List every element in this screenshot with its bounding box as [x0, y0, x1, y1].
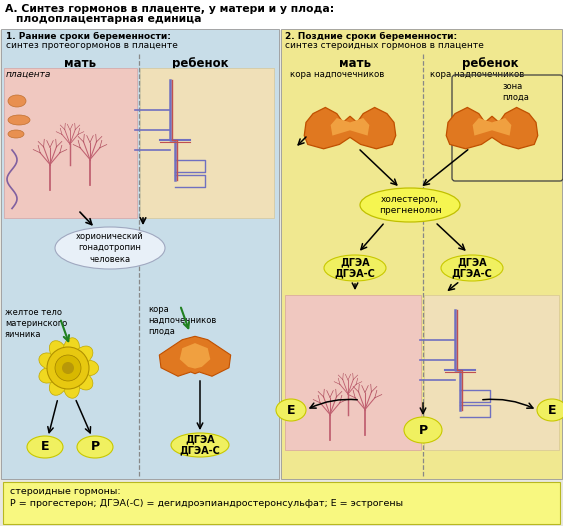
- FancyBboxPatch shape: [140, 68, 274, 218]
- Text: ДГЭА
ДГЭА-С: ДГЭА ДГЭА-С: [452, 257, 493, 279]
- FancyBboxPatch shape: [3, 482, 560, 524]
- Polygon shape: [446, 107, 538, 149]
- Text: хорионический
гонадотропин
человека: хорионический гонадотропин человека: [76, 232, 144, 264]
- Ellipse shape: [171, 433, 229, 457]
- Text: ДГЭА
ДГЭА-С: ДГЭА ДГЭА-С: [180, 434, 221, 456]
- Text: E: E: [548, 403, 556, 417]
- Ellipse shape: [276, 399, 306, 421]
- Ellipse shape: [73, 346, 93, 365]
- Polygon shape: [304, 107, 396, 149]
- Text: P: P: [418, 423, 427, 437]
- Ellipse shape: [360, 188, 460, 222]
- Text: 1. Ранние сроки беременности:: 1. Ранние сроки беременности:: [6, 32, 171, 41]
- Text: ребенок: ребенок: [172, 57, 228, 70]
- Ellipse shape: [27, 436, 63, 458]
- Text: мать: мать: [339, 57, 371, 70]
- Ellipse shape: [77, 360, 99, 376]
- FancyBboxPatch shape: [285, 295, 421, 450]
- Ellipse shape: [8, 95, 26, 107]
- Text: синтез протеогормонов в плаценте: синтез протеогормонов в плаценте: [6, 41, 178, 50]
- Ellipse shape: [324, 255, 386, 281]
- Ellipse shape: [63, 377, 79, 398]
- Text: плацента: плацента: [6, 70, 51, 79]
- Text: кора
надпочечников
плода: кора надпочечников плода: [148, 305, 216, 336]
- Text: холестерол,
прегненолон: холестерол, прегненолон: [379, 195, 441, 215]
- Ellipse shape: [55, 227, 165, 269]
- Text: кора надпочечников: кора надпочечников: [290, 70, 385, 79]
- Ellipse shape: [77, 436, 113, 458]
- Ellipse shape: [73, 371, 93, 390]
- FancyBboxPatch shape: [4, 68, 137, 218]
- Text: синтез стероидных гормонов в плаценте: синтез стероидных гормонов в плаценте: [285, 41, 484, 50]
- Ellipse shape: [8, 115, 30, 125]
- FancyBboxPatch shape: [1, 29, 279, 479]
- Polygon shape: [473, 118, 511, 136]
- Text: стероидные гормоны:
Р = прогестерон; ДГЭА(-С) = дегидроэпиандростеронсульфат; Е : стероидные гормоны: Р = прогестерон; ДГЭ…: [10, 487, 403, 509]
- Ellipse shape: [62, 362, 74, 374]
- FancyBboxPatch shape: [424, 295, 559, 450]
- Text: 2. Поздние сроки беременности:: 2. Поздние сроки беременности:: [285, 32, 457, 41]
- Text: ребенок: ребенок: [462, 57, 519, 70]
- Text: E: E: [41, 440, 49, 453]
- Text: E: E: [287, 403, 295, 417]
- Ellipse shape: [39, 366, 60, 383]
- Ellipse shape: [50, 375, 67, 396]
- Text: желтое тело
материнского
яичника: желтое тело материнского яичника: [5, 308, 67, 339]
- Text: А. Синтез гормонов в плаценте, у матери и у плода:: А. Синтез гормонов в плаценте, у матери …: [5, 4, 334, 14]
- Polygon shape: [330, 118, 369, 136]
- Ellipse shape: [441, 255, 503, 281]
- Ellipse shape: [55, 355, 81, 381]
- FancyBboxPatch shape: [0, 0, 563, 30]
- Text: ДГЭА
ДГЭА-С: ДГЭА ДГЭА-С: [334, 257, 376, 279]
- Text: кора надпочечников: кора надпочечников: [430, 70, 524, 79]
- Polygon shape: [159, 336, 231, 376]
- FancyBboxPatch shape: [281, 29, 562, 479]
- Ellipse shape: [63, 338, 79, 360]
- Ellipse shape: [47, 347, 89, 389]
- Text: мать: мать: [64, 57, 96, 70]
- Text: P: P: [91, 440, 100, 453]
- Text: плодоплацентарная единица: плодоплацентарная единица: [16, 14, 202, 24]
- Text: зона
плода: зона плода: [502, 82, 529, 102]
- Polygon shape: [180, 343, 211, 369]
- Ellipse shape: [537, 399, 563, 421]
- Ellipse shape: [8, 130, 24, 138]
- Ellipse shape: [404, 417, 442, 443]
- Ellipse shape: [50, 341, 67, 361]
- Ellipse shape: [39, 353, 60, 370]
